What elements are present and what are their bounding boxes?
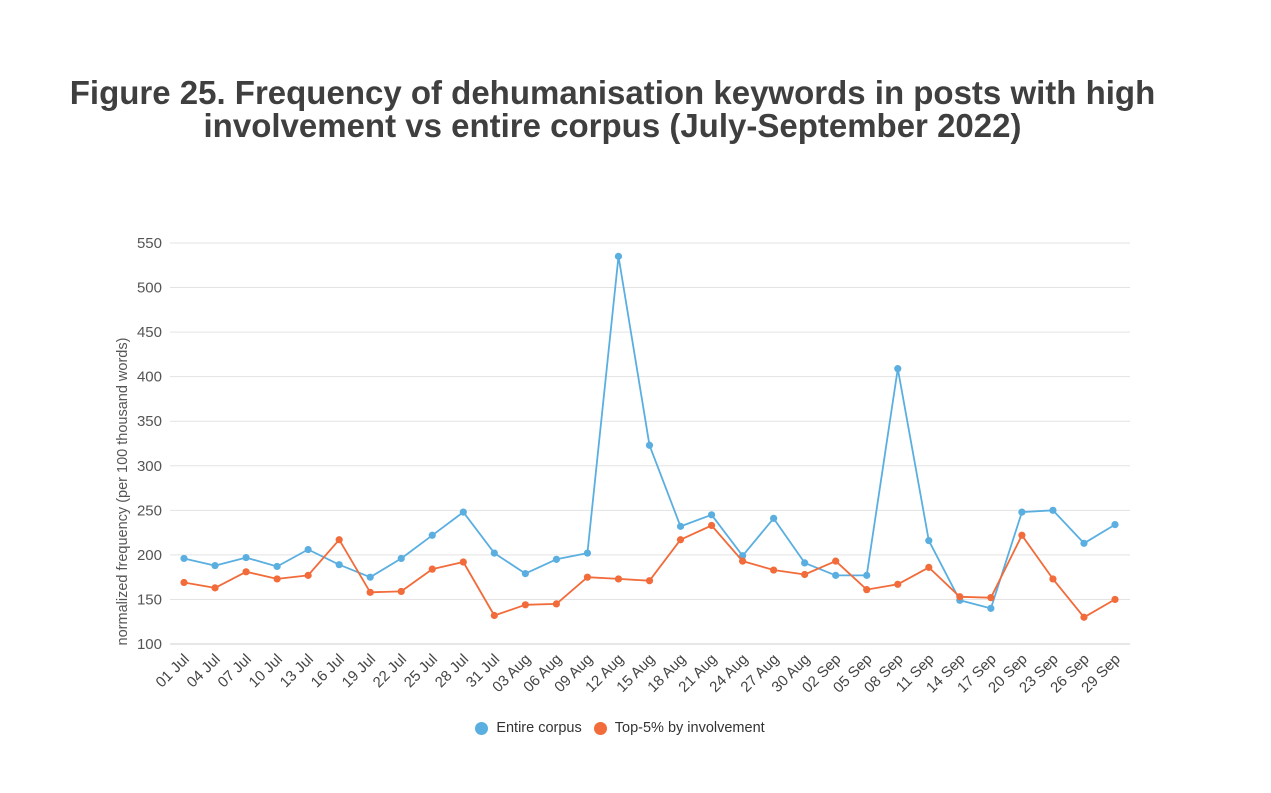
- x-tick-label: 01 Jul: [153, 651, 193, 691]
- y-tick-label: 500: [137, 280, 162, 297]
- data-point[interactable]: [490, 611, 498, 620]
- legend: Entire corpus Top-5% by involvement: [0, 720, 1240, 736]
- y-tick-label: 350: [137, 413, 162, 430]
- data-point[interactable]: [987, 604, 995, 612]
- data-point[interactable]: [925, 563, 933, 571]
- data-point[interactable]: [614, 575, 623, 583]
- legend-label-top-5: Top-5% by involvement: [614, 720, 765, 736]
- x-tick-label: 13 Jul: [277, 651, 317, 691]
- data-point[interactable]: [335, 561, 343, 569]
- data-point[interactable]: [1049, 575, 1057, 583]
- y-tick-label: 200: [137, 547, 162, 564]
- x-tick-label: 07 Jul: [215, 651, 255, 691]
- x-tick-label: 16 Jul: [308, 651, 348, 691]
- data-point[interactable]: [645, 577, 654, 585]
- data-point[interactable]: [925, 537, 933, 545]
- data-point[interactable]: [707, 521, 716, 530]
- data-point[interactable]: [428, 531, 436, 539]
- data-point[interactable]: [459, 508, 467, 516]
- data-point[interactable]: [583, 573, 592, 581]
- data-point[interactable]: [1111, 520, 1119, 529]
- data-point[interactable]: [304, 545, 312, 554]
- data-point[interactable]: [273, 562, 281, 571]
- y-tick-label: 550: [137, 235, 162, 252]
- data-point[interactable]: [770, 566, 778, 574]
- data-point[interactable]: [428, 565, 436, 573]
- data-point[interactable]: [614, 252, 623, 260]
- data-point[interactable]: [739, 557, 747, 565]
- y-tick-label: 400: [137, 369, 162, 386]
- data-point[interactable]: [242, 553, 250, 562]
- data-point[interactable]: [1018, 531, 1026, 539]
- data-point[interactable]: [521, 570, 529, 578]
- y-axis-label: normalized frequency (per 100 thousand w…: [115, 338, 131, 646]
- x-tick-label: 10 Jul: [246, 651, 286, 691]
- data-point[interactable]: [1018, 508, 1026, 516]
- y-axis-ticks: 100 150 200 250 300 350 400 450 500 550: [137, 235, 162, 653]
- legend-marker-entire-corpus: [475, 721, 489, 735]
- data-point[interactable]: [739, 552, 747, 560]
- data-point[interactable]: [180, 578, 188, 587]
- data-point[interactable]: [552, 600, 561, 608]
- data-point[interactable]: [180, 554, 188, 563]
- data-point[interactable]: [397, 554, 405, 563]
- data-point[interactable]: [242, 568, 250, 576]
- data-point[interactable]: [304, 571, 312, 579]
- data-point[interactable]: [676, 522, 685, 530]
- data-point[interactable]: [583, 549, 592, 557]
- x-tick-label: 22 Jul: [370, 651, 410, 691]
- y-tick-label: 250: [137, 502, 162, 519]
- data-point[interactable]: [956, 593, 964, 601]
- data-point[interactable]: [987, 594, 995, 602]
- series-line-entire-corpus: [183, 255, 1116, 610]
- legend-item-entire-corpus[interactable]: Entire corpus: [475, 720, 582, 736]
- legend-marker-top-5: [593, 721, 607, 735]
- x-tick-label: 25 Jul: [401, 651, 441, 691]
- data-point[interactable]: [894, 365, 902, 373]
- data-point[interactable]: [707, 511, 716, 519]
- data-point[interactable]: [676, 536, 685, 544]
- x-tick-label: 19 Jul: [339, 651, 379, 691]
- legend-label-entire-corpus: Entire corpus: [496, 720, 582, 736]
- data-point[interactable]: [832, 557, 840, 565]
- series-layer: [180, 252, 1119, 621]
- data-point[interactable]: [863, 571, 871, 579]
- data-point[interactable]: [273, 575, 281, 583]
- chart-title-line-2: involvement vs entire corpus (July-Septe…: [203, 107, 1022, 144]
- data-point[interactable]: [521, 601, 529, 609]
- data-point[interactable]: [366, 573, 374, 581]
- data-point[interactable]: [863, 586, 871, 594]
- data-point[interactable]: [1080, 539, 1088, 547]
- data-point[interactable]: [1080, 613, 1088, 621]
- grid-lines: [170, 242, 1130, 645]
- data-point[interactable]: [490, 549, 498, 557]
- data-point[interactable]: [832, 571, 840, 579]
- y-tick-label: 150: [137, 591, 162, 608]
- data-point[interactable]: [211, 584, 219, 592]
- data-point[interactable]: [801, 570, 809, 579]
- data-point[interactable]: [1111, 595, 1119, 604]
- data-point[interactable]: [397, 587, 405, 596]
- data-point[interactable]: [801, 559, 809, 567]
- chart-title: Figure 25. Frequency of dehumanisation k…: [0, 76, 1225, 142]
- y-tick-label: 450: [137, 324, 162, 341]
- data-point[interactable]: [645, 441, 654, 449]
- data-point[interactable]: [894, 580, 902, 588]
- x-tick-label: 04 Jul: [184, 651, 224, 691]
- x-tick-label: 28 Jul: [432, 651, 472, 691]
- data-point[interactable]: [459, 558, 467, 566]
- data-point[interactable]: [552, 555, 561, 563]
- data-point[interactable]: [366, 588, 374, 596]
- legend-item-top-5[interactable]: Top-5% by involvement: [593, 720, 765, 736]
- data-point[interactable]: [770, 514, 778, 522]
- chart-title-line-1: Figure 25. Frequency of dehumanisation k…: [69, 74, 1156, 111]
- y-tick-label: 100: [137, 636, 162, 653]
- y-tick-label: 300: [137, 458, 162, 475]
- data-point[interactable]: [335, 536, 343, 544]
- data-point[interactable]: [211, 561, 219, 570]
- data-point[interactable]: [1049, 506, 1057, 514]
